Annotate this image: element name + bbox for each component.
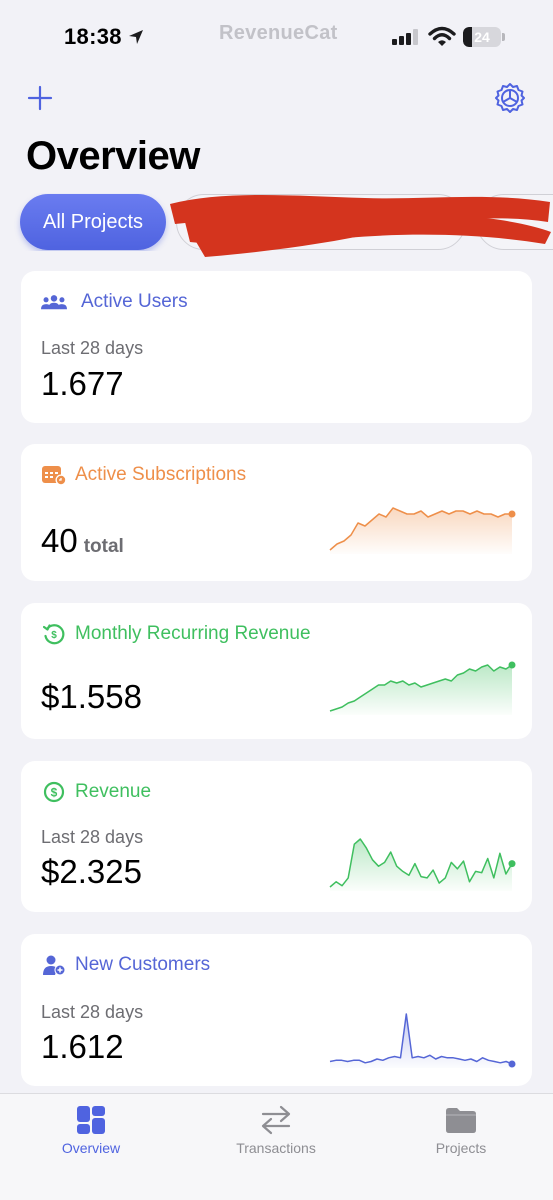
- tab-transactions[interactable]: Transactions: [196, 1104, 356, 1164]
- status-bar: 18:38 RevenueCat 24: [0, 0, 553, 70]
- plus-icon: [27, 85, 53, 111]
- calendar-badge-icon: [41, 464, 67, 486]
- sparkline-line: [329, 838, 513, 888]
- card-period: Last 28 days: [41, 1002, 144, 1022]
- active-subscriptions-card[interactable]: Active Subscriptions 40 total: [21, 444, 532, 581]
- card-value: 1.677: [41, 365, 124, 402]
- card-title: New Customers: [75, 954, 211, 975]
- svg-text:$: $: [51, 630, 57, 641]
- revenue-card[interactable]: $ Revenue Last 28 days $2.325: [21, 761, 532, 912]
- settings-button[interactable]: [492, 80, 528, 116]
- card-header: $ Monthly Recurring Revenue: [41, 623, 311, 645]
- sparkline-end-dot: [508, 661, 516, 669]
- location-arrow-icon: [129, 30, 143, 44]
- sparkline-end-dot: [508, 860, 516, 868]
- users-icon: [41, 291, 67, 313]
- card-value-group: 40 total: [41, 522, 124, 560]
- card-header: $ Revenue: [41, 781, 151, 803]
- battery-level: 24: [474, 29, 490, 45]
- tab-bar: Overview Transactions Projects: [0, 1093, 553, 1200]
- card-title: Monthly Recurring Revenue: [75, 623, 311, 644]
- card-title: Revenue: [75, 781, 152, 802]
- new-customers-card[interactable]: New Customers Last 28 days 1.612: [21, 934, 532, 1086]
- sparkline: [329, 661, 516, 715]
- card-header: Active Subscriptions: [41, 464, 246, 486]
- active-users-card[interactable]: Active Users Last 28 days 1.677: [21, 271, 532, 423]
- folder-icon: [444, 1104, 478, 1136]
- sparkline-area: [330, 508, 512, 554]
- card-title: Active Subscriptions: [75, 464, 247, 485]
- card-value: $1.558: [41, 678, 142, 715]
- page-title: Overview: [26, 134, 200, 178]
- dashboard-icon: [74, 1104, 108, 1136]
- gear-icon: [495, 83, 525, 113]
- mrr-card[interactable]: $ Monthly Recurring Revenue $1.558: [21, 603, 532, 739]
- tab-label: Projects: [435, 1140, 487, 1156]
- wifi-icon: [428, 26, 456, 46]
- tab-projects[interactable]: Projects: [381, 1104, 541, 1164]
- sparkline-area: [330, 839, 512, 891]
- card-period: Last 28 days: [41, 827, 144, 847]
- chip-all-projects[interactable]: All Projects: [20, 194, 166, 250]
- swap-arrows-icon: [259, 1104, 293, 1136]
- tab-label: Overview: [61, 1140, 121, 1156]
- sparkline-area: [330, 665, 512, 715]
- sparkline-line: [329, 664, 513, 712]
- status-time: 18:38: [64, 24, 122, 49]
- card-header: Active Users: [41, 291, 188, 313]
- card-header: New Customers: [41, 954, 210, 976]
- sparkline-line: [329, 1013, 513, 1065]
- sparkline-end-dot: [508, 1060, 516, 1068]
- svg-text:$: $: [51, 786, 58, 800]
- sparkline-line: [329, 507, 512, 551]
- sparkline: [329, 507, 516, 554]
- sparkline: [329, 838, 516, 891]
- recurring-dollar-icon: $: [41, 623, 67, 645]
- sparkline-end-dot: [508, 510, 516, 518]
- battery-icon: 24: [463, 27, 505, 47]
- card-value: $2.325: [41, 853, 142, 890]
- sparkline: [329, 1013, 516, 1068]
- card-title: Active Users: [81, 291, 188, 312]
- add-button[interactable]: [22, 80, 58, 116]
- add-user-icon: [41, 954, 67, 976]
- tab-label: Transactions: [236, 1140, 316, 1156]
- redaction-scribble: [170, 195, 551, 257]
- app-brand: RevenueCat: [219, 22, 338, 44]
- card-value-unit: total: [83, 536, 124, 557]
- dollar-circle-icon: $: [41, 781, 67, 803]
- tab-overview[interactable]: Overview: [11, 1104, 171, 1164]
- card-period: Last 28 days: [41, 338, 144, 358]
- battery-fill: [463, 27, 473, 47]
- card-value: 40: [41, 522, 78, 559]
- cellular-signal-icon: [392, 29, 418, 45]
- card-value: 1.612: [41, 1028, 124, 1065]
